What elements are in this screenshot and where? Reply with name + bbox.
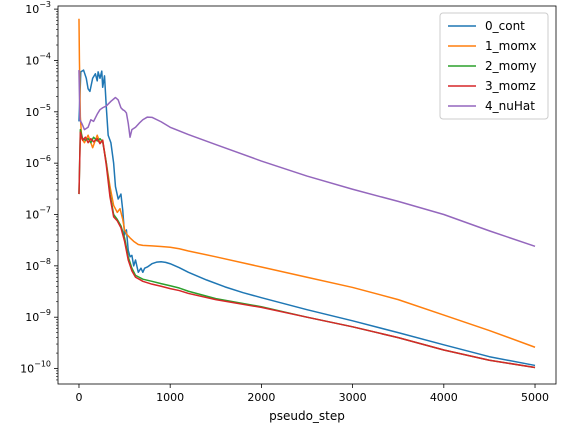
- y-tick-label: 10−4: [25, 51, 51, 67]
- legend-label: 4_nuHat: [485, 99, 535, 113]
- plot-frame: [57, 5, 557, 385]
- x-tick-label: 3000: [339, 391, 367, 404]
- legend-label: 1_momx: [485, 39, 536, 53]
- y-tick-label: 10−6: [25, 154, 51, 170]
- y-tick-label: 10−8: [25, 257, 51, 273]
- y-tick-label: 10−10: [20, 360, 51, 376]
- y-tick-label: 10−7: [25, 206, 51, 222]
- x-tick-label: 0: [75, 391, 82, 404]
- series-line-0_cont: [78, 69, 536, 367]
- series-line-1_momx: [78, 18, 536, 348]
- x-tick-label: 4000: [430, 391, 458, 404]
- series-line-3_momz: [78, 131, 536, 369]
- x-tick-label: 1000: [156, 391, 184, 404]
- series-line-4_nuHat: [78, 70, 536, 248]
- legend-label: 0_cont: [485, 19, 525, 33]
- x-tick-label: 2000: [247, 391, 275, 404]
- y-tick-label: 10−9: [25, 308, 51, 324]
- series-lines: [78, 18, 536, 369]
- legend-label: 2_momy: [485, 59, 536, 73]
- x-axis: 0 1000 2000 3000 4000 5000: [75, 384, 549, 404]
- legend: 0_cont 1_momx 2_momy 3_momz 4_nuHat: [439, 12, 549, 120]
- y-axis: 10−10 10−9 10−8 10−7 10−6 10−5 10−4 10−3: [20, 0, 58, 381]
- y-tick-label: 10−3: [25, 0, 51, 16]
- legend-label: 3_momz: [485, 79, 536, 93]
- x-axis-title: pseudo_step: [269, 409, 345, 423]
- y-tick-label: 10−5: [25, 103, 51, 119]
- x-tick-label: 5000: [521, 391, 549, 404]
- legend-box: [439, 12, 549, 120]
